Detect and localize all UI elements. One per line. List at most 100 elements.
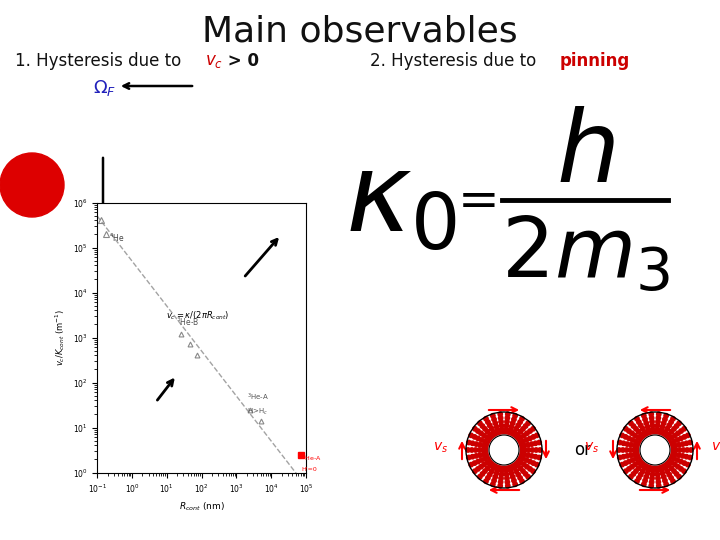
Circle shape <box>505 476 509 481</box>
Circle shape <box>487 423 492 428</box>
Circle shape <box>505 423 509 428</box>
Circle shape <box>651 469 655 473</box>
Circle shape <box>647 468 651 472</box>
Circle shape <box>519 448 523 452</box>
Circle shape <box>664 414 668 418</box>
Circle shape <box>654 465 659 469</box>
Circle shape <box>621 441 626 445</box>
Circle shape <box>620 433 624 437</box>
Circle shape <box>470 441 474 445</box>
Circle shape <box>647 428 651 433</box>
Circle shape <box>656 420 660 424</box>
Circle shape <box>518 455 522 459</box>
Circle shape <box>526 448 531 452</box>
Circle shape <box>518 436 523 440</box>
Circle shape <box>493 433 498 437</box>
Circle shape <box>469 448 474 452</box>
Circle shape <box>531 461 536 465</box>
Circle shape <box>512 478 516 483</box>
Circle shape <box>516 463 520 468</box>
Circle shape <box>636 448 640 452</box>
Circle shape <box>677 421 681 426</box>
Circle shape <box>651 465 655 469</box>
Circle shape <box>661 433 666 437</box>
Circle shape <box>636 420 641 424</box>
Circle shape <box>658 431 662 436</box>
Circle shape <box>493 475 498 479</box>
Circle shape <box>670 460 674 464</box>
Circle shape <box>477 448 482 452</box>
Circle shape <box>650 423 654 428</box>
Circle shape <box>472 461 477 465</box>
Circle shape <box>640 435 670 465</box>
Circle shape <box>510 421 515 425</box>
Circle shape <box>676 464 680 469</box>
Circle shape <box>634 456 638 461</box>
Circle shape <box>520 417 524 421</box>
Circle shape <box>618 455 622 460</box>
Text: H>H$_c$: H>H$_c$ <box>247 407 268 417</box>
Circle shape <box>530 442 534 446</box>
Circle shape <box>485 444 490 449</box>
Text: H'=0: H'=0 <box>302 467 318 471</box>
Circle shape <box>526 421 531 426</box>
Circle shape <box>624 448 629 452</box>
Circle shape <box>495 468 500 472</box>
Circle shape <box>671 479 675 483</box>
Circle shape <box>485 460 490 464</box>
Circle shape <box>672 456 676 461</box>
Circle shape <box>649 416 654 420</box>
Circle shape <box>642 430 647 434</box>
Circle shape <box>528 429 532 433</box>
Circle shape <box>649 484 654 488</box>
Circle shape <box>510 424 514 429</box>
Circle shape <box>662 417 667 422</box>
Circle shape <box>670 436 674 440</box>
Circle shape <box>667 472 672 477</box>
Circle shape <box>626 429 631 433</box>
Circle shape <box>672 469 676 473</box>
Circle shape <box>680 442 685 446</box>
Circle shape <box>665 469 670 474</box>
Circle shape <box>531 435 536 439</box>
Text: $\kappa_0$: $\kappa_0$ <box>345 146 456 254</box>
Circle shape <box>663 466 667 470</box>
Circle shape <box>668 455 672 459</box>
Circle shape <box>490 469 494 474</box>
Circle shape <box>641 469 645 474</box>
Text: 1. Hysteresis due to: 1. Hysteresis due to <box>15 52 186 70</box>
Circle shape <box>636 444 641 449</box>
Text: $h$: $h$ <box>556 107 614 202</box>
Circle shape <box>470 455 474 459</box>
Circle shape <box>685 462 690 467</box>
Circle shape <box>679 460 683 464</box>
Circle shape <box>505 420 509 424</box>
Circle shape <box>679 429 683 433</box>
Circle shape <box>486 441 490 446</box>
Circle shape <box>530 448 534 452</box>
Circle shape <box>497 464 501 468</box>
Circle shape <box>624 469 628 474</box>
Circle shape <box>681 448 685 452</box>
Circle shape <box>518 476 522 480</box>
Circle shape <box>508 468 513 472</box>
Circle shape <box>665 427 670 431</box>
Circle shape <box>467 440 471 445</box>
Text: $=$: $=$ <box>448 176 496 225</box>
Circle shape <box>667 433 671 437</box>
Circle shape <box>484 479 488 483</box>
Circle shape <box>467 455 471 460</box>
Circle shape <box>662 421 666 425</box>
Circle shape <box>647 431 652 436</box>
Text: $^3$He-A: $^3$He-A <box>247 392 269 403</box>
Y-axis label: $v_c / K_{cont}$ (m$^{-1}$): $v_c / K_{cont}$ (m$^{-1}$) <box>53 309 67 366</box>
Circle shape <box>514 427 518 431</box>
Circle shape <box>680 454 685 458</box>
Circle shape <box>518 466 523 470</box>
Circle shape <box>639 433 643 437</box>
Circle shape <box>488 463 492 468</box>
Circle shape <box>500 469 504 473</box>
Circle shape <box>488 458 492 462</box>
Circle shape <box>528 467 532 471</box>
Circle shape <box>535 462 539 467</box>
